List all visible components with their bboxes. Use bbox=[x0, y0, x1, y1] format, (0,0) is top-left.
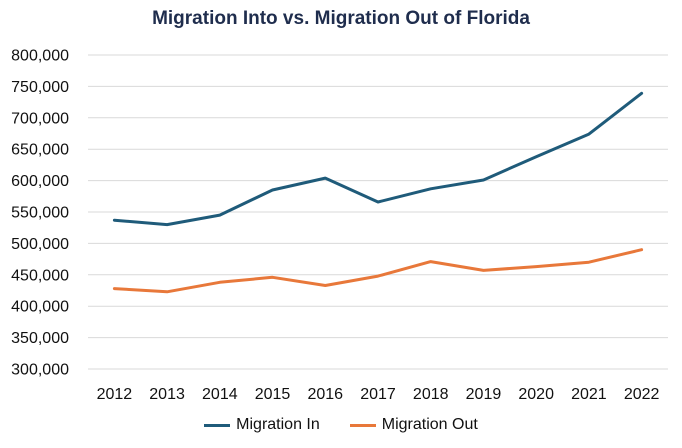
y-tick-label: 400,000 bbox=[11, 299, 69, 316]
x-tick-label: 2018 bbox=[413, 386, 449, 403]
x-tick-label: 2022 bbox=[624, 386, 660, 403]
x-tick-label: 2012 bbox=[97, 386, 133, 403]
y-tick-label: 650,000 bbox=[11, 142, 69, 159]
y-tick-label: 750,000 bbox=[11, 79, 69, 96]
x-tick-label: 2020 bbox=[518, 386, 554, 403]
y-axis-tick-labels: 300,000 350,000 400,000 450,000 500,000 550,0… bbox=[11, 48, 69, 379]
y-tick-label: 300,000 bbox=[11, 362, 69, 379]
y-tick-label: 800,000 bbox=[11, 48, 69, 65]
y-tick-label: 500,000 bbox=[11, 236, 69, 253]
chart-title: Migration Into vs. Migration Out of Flor… bbox=[152, 8, 530, 29]
x-tick-label: 2019 bbox=[466, 386, 502, 403]
legend-swatch-migration-out bbox=[349, 423, 376, 427]
x-axis-tick-labels: 2012 2013 2014 2015 2016 2017 2018 2019 2020 2021… bbox=[97, 386, 660, 403]
gridlines bbox=[88, 54, 668, 370]
series-line-migration-out bbox=[112, 248, 644, 294]
series-line-migration-in bbox=[112, 91, 644, 227]
y-tick-label: 350,000 bbox=[11, 330, 69, 347]
legend-item-migration-in: Migration In bbox=[204, 416, 320, 434]
legend-item-migration-out: Migration Out bbox=[349, 416, 478, 434]
y-tick-label: 550,000 bbox=[11, 205, 69, 222]
x-tick-label: 2021 bbox=[571, 386, 607, 403]
x-tick-label: 2013 bbox=[149, 386, 185, 403]
legend: Migration In Migration Out bbox=[0, 416, 682, 434]
series-lines bbox=[112, 91, 644, 294]
x-tick-label: 2015 bbox=[255, 386, 291, 403]
x-tick-label: 2017 bbox=[360, 386, 396, 403]
x-tick-label: 2014 bbox=[202, 386, 238, 403]
y-tick-label: 600,000 bbox=[11, 173, 69, 190]
legend-label-migration-in: Migration In bbox=[236, 416, 320, 433]
y-tick-label: 450,000 bbox=[11, 267, 69, 284]
legend-swatch-migration-in bbox=[204, 423, 231, 427]
legend-label-migration-out: Migration Out bbox=[381, 416, 478, 433]
x-tick-label: 2016 bbox=[307, 386, 343, 403]
y-tick-label: 700,000 bbox=[11, 110, 69, 127]
